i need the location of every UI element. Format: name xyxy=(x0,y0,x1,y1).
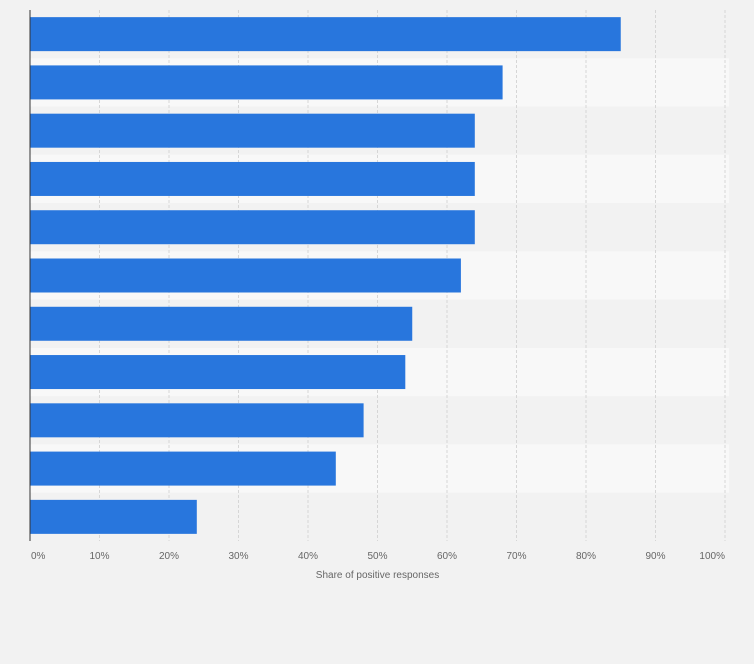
bar xyxy=(30,65,503,100)
x-tick-label: 90% xyxy=(645,551,665,562)
x-tick-label: 100% xyxy=(699,551,725,562)
x-tick-labels: 0% 10% 20% 30% 40% 50% 60% 70% 80% 90% 100% xyxy=(31,551,725,562)
bar xyxy=(30,161,475,196)
x-tick-label: 50% xyxy=(367,551,387,562)
x-tick-label: 0% xyxy=(31,551,46,562)
bar xyxy=(30,451,336,486)
x-tick-label: 40% xyxy=(298,551,318,562)
bar xyxy=(30,258,461,293)
x-tick-label: 20% xyxy=(159,551,179,562)
bar xyxy=(30,113,475,148)
x-tick-label: 80% xyxy=(576,551,596,562)
x-tick-label: 60% xyxy=(437,551,457,562)
x-tick-label: 30% xyxy=(228,551,248,562)
bar xyxy=(30,306,413,341)
bar xyxy=(30,403,364,438)
x-tick-label: 10% xyxy=(89,551,109,562)
x-axis-label: Share of positive responses xyxy=(316,570,439,581)
bar xyxy=(30,210,475,245)
x-tick-label: 70% xyxy=(506,551,526,562)
bar xyxy=(30,355,406,390)
bar xyxy=(30,17,621,52)
bars xyxy=(30,17,621,534)
bar xyxy=(30,499,197,534)
